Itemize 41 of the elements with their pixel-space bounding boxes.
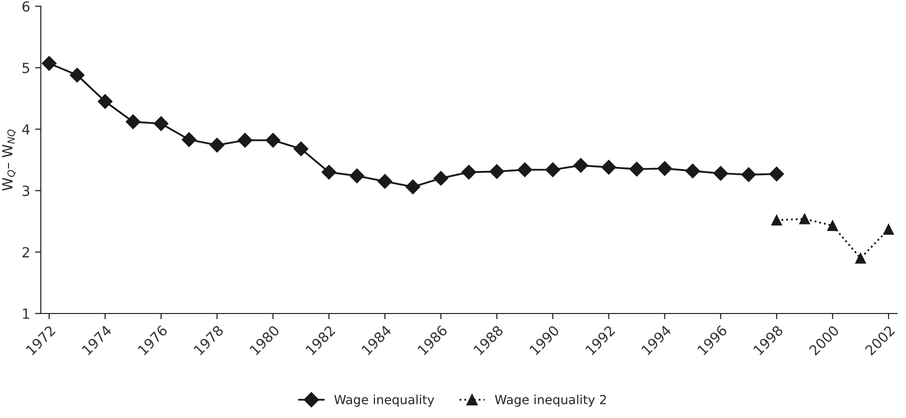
point [629,162,644,176]
point [517,162,532,178]
point [126,114,140,130]
point [713,166,728,181]
y-tick-label: 6 [22,1,30,12]
point [799,213,810,224]
y-tick-label: 3 [22,186,30,196]
point [741,167,756,182]
y-axis-title: W$_{Q}$– W$_{NQ}$ [2,129,16,191]
y-tick-label: 5 [22,62,30,74]
point [601,160,616,175]
point [70,68,85,82]
y-tick-label: 2 [22,247,29,258]
point [461,164,476,180]
point [489,164,504,179]
point [294,141,308,156]
point [855,252,866,264]
point [42,56,57,71]
point [883,224,894,235]
legend-label: Wage inequality 2 [494,394,606,407]
point [657,161,672,176]
point [545,162,560,178]
point [266,132,280,148]
point [322,164,336,180]
point [98,94,113,109]
point [771,214,782,226]
point [350,168,364,184]
point [378,174,392,189]
point [238,132,252,148]
point [769,166,784,182]
point [827,220,838,232]
point [406,180,420,194]
point [210,138,224,153]
legend-label: Wage inequality [334,394,434,407]
point [573,158,588,173]
point [433,170,448,186]
y-tick-label: 1 [23,308,30,319]
point [685,164,700,178]
point [154,116,168,132]
point [182,132,196,148]
y-tick-label: 4 [22,124,30,134]
